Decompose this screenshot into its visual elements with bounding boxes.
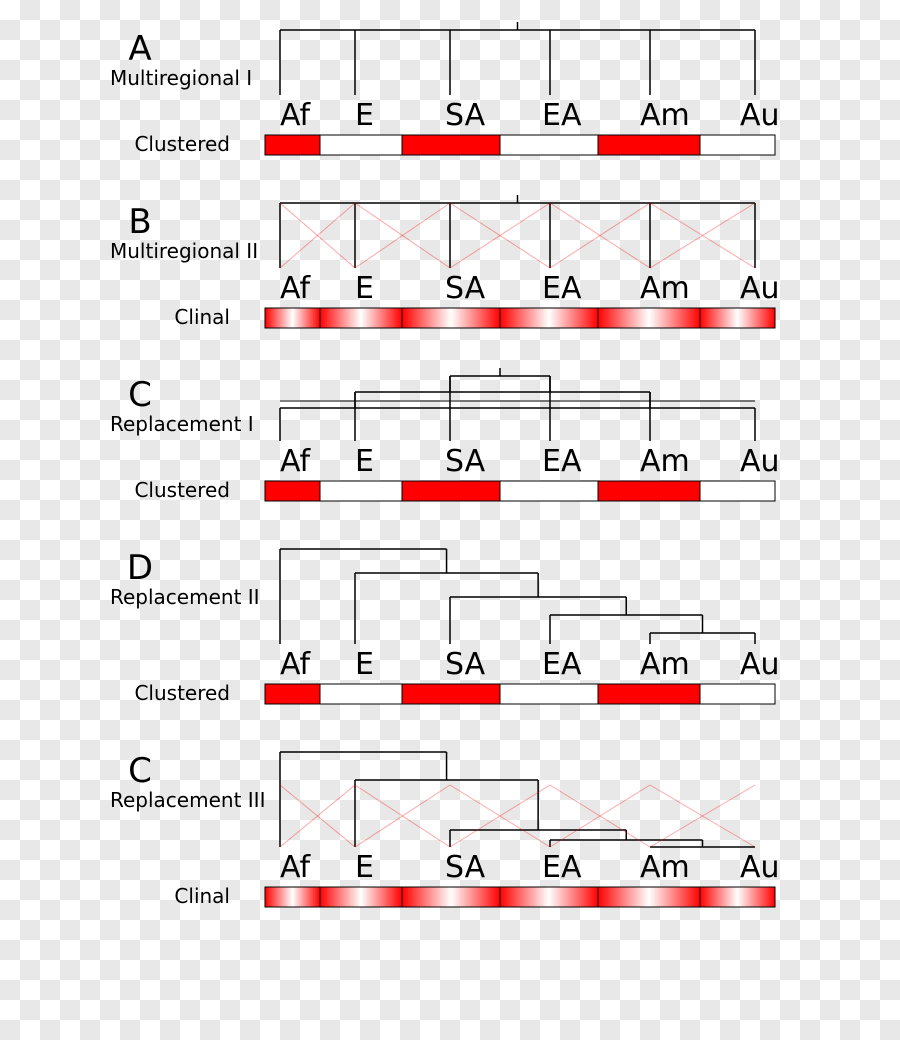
region-label-Am: Am (640, 271, 690, 306)
bar-segment-5 (700, 684, 775, 704)
bar-segment-0 (265, 684, 320, 704)
panel-letter-D: D (127, 548, 153, 588)
panel-title-D: Replacement II (110, 585, 260, 609)
clinal-seg-0a (265, 887, 293, 907)
bar-label-D: Clustered (134, 681, 230, 705)
panel-title-A: Multiregional I (110, 66, 252, 90)
region-label-E: E (355, 271, 374, 306)
region-label-EA: EA (542, 647, 582, 682)
clinal-seg-3b (549, 887, 598, 907)
region-label-Au: Au (740, 271, 780, 306)
region-label-E: E (355, 444, 374, 479)
clinal-seg-5a (700, 887, 738, 907)
clinal-seg-1b (361, 887, 402, 907)
region-label-Af: Af (280, 98, 311, 133)
clinal-seg-2a (402, 308, 451, 328)
clinal-seg-0b (293, 308, 321, 328)
clinal-seg-2b (451, 308, 500, 328)
region-label-SA: SA (445, 647, 486, 682)
clinal-seg-4b (649, 887, 700, 907)
bar-segment-1 (320, 684, 402, 704)
clinal-seg-5a (700, 308, 738, 328)
region-label-SA: SA (445, 850, 486, 885)
clinal-seg-4a (598, 887, 649, 907)
region-label-Am: Am (640, 444, 690, 479)
region-label-Af: Af (280, 850, 311, 885)
region-label-EA: EA (542, 850, 582, 885)
bar-segment-2 (402, 135, 500, 155)
bar-segment-4 (598, 684, 700, 704)
region-label-Am: Am (640, 850, 690, 885)
region-label-E: E (355, 850, 374, 885)
region-label-E: E (355, 98, 374, 133)
region-label-E: E (355, 647, 374, 682)
clinal-seg-3a (500, 887, 549, 907)
bar-segment-2 (402, 481, 500, 501)
region-label-Au: Au (740, 647, 780, 682)
panel-title-C: Replacement I (110, 412, 254, 436)
region-label-Am: Am (640, 98, 690, 133)
panel-title-E: Replacement III (110, 788, 265, 812)
clinal-seg-0b (293, 887, 321, 907)
diagram-svg: AMultiregional I Af E SA EA Am Au Clustered BMul… (0, 0, 900, 1040)
clinal-seg-3b (549, 308, 598, 328)
bar-segment-3 (500, 684, 598, 704)
region-label-EA: EA (542, 98, 582, 133)
bar-segment-2 (402, 684, 500, 704)
region-label-Au: Au (740, 850, 780, 885)
bar-segment-5 (700, 481, 775, 501)
bar-label-E: Clinal (174, 884, 230, 908)
bar-segment-3 (500, 481, 598, 501)
bar-segment-4 (598, 481, 700, 501)
bar-segment-4 (598, 135, 700, 155)
clinal-seg-4a (598, 308, 649, 328)
clinal-seg-3a (500, 308, 549, 328)
bar-segment-0 (265, 481, 320, 501)
bar-segment-1 (320, 135, 402, 155)
bar-segment-3 (500, 135, 598, 155)
region-label-EA: EA (542, 271, 582, 306)
bar-label-A: Clustered (134, 132, 230, 156)
region-label-EA: EA (542, 444, 582, 479)
clinal-seg-1a (320, 887, 361, 907)
clinal-seg-5b (738, 308, 776, 328)
clinal-seg-2b (451, 887, 500, 907)
bar-label-B: Clinal (174, 305, 230, 329)
region-label-Au: Au (740, 444, 780, 479)
region-label-SA: SA (445, 98, 486, 133)
bar-segment-5 (700, 135, 775, 155)
clinal-seg-4b (649, 308, 700, 328)
clinal-seg-1b (361, 308, 402, 328)
bar-label-C: Clustered (134, 478, 230, 502)
bar-segment-0 (265, 135, 320, 155)
clinal-seg-0a (265, 308, 293, 328)
clinal-seg-2a (402, 887, 451, 907)
region-label-Af: Af (280, 271, 311, 306)
panel-letter-C: C (128, 375, 152, 415)
bar-segment-1 (320, 481, 402, 501)
clinal-seg-5b (738, 887, 776, 907)
panel-letter-B: B (128, 202, 151, 242)
region-label-SA: SA (445, 444, 486, 479)
region-label-Af: Af (280, 444, 311, 479)
panel-letter-A: A (128, 29, 151, 69)
panel-letter-E: C (128, 751, 152, 791)
region-label-Af: Af (280, 647, 311, 682)
region-label-Am: Am (640, 647, 690, 682)
panel-title-B: Multiregional II (110, 239, 258, 263)
clinal-seg-1a (320, 308, 361, 328)
region-label-Au: Au (740, 98, 780, 133)
region-label-SA: SA (445, 271, 486, 306)
